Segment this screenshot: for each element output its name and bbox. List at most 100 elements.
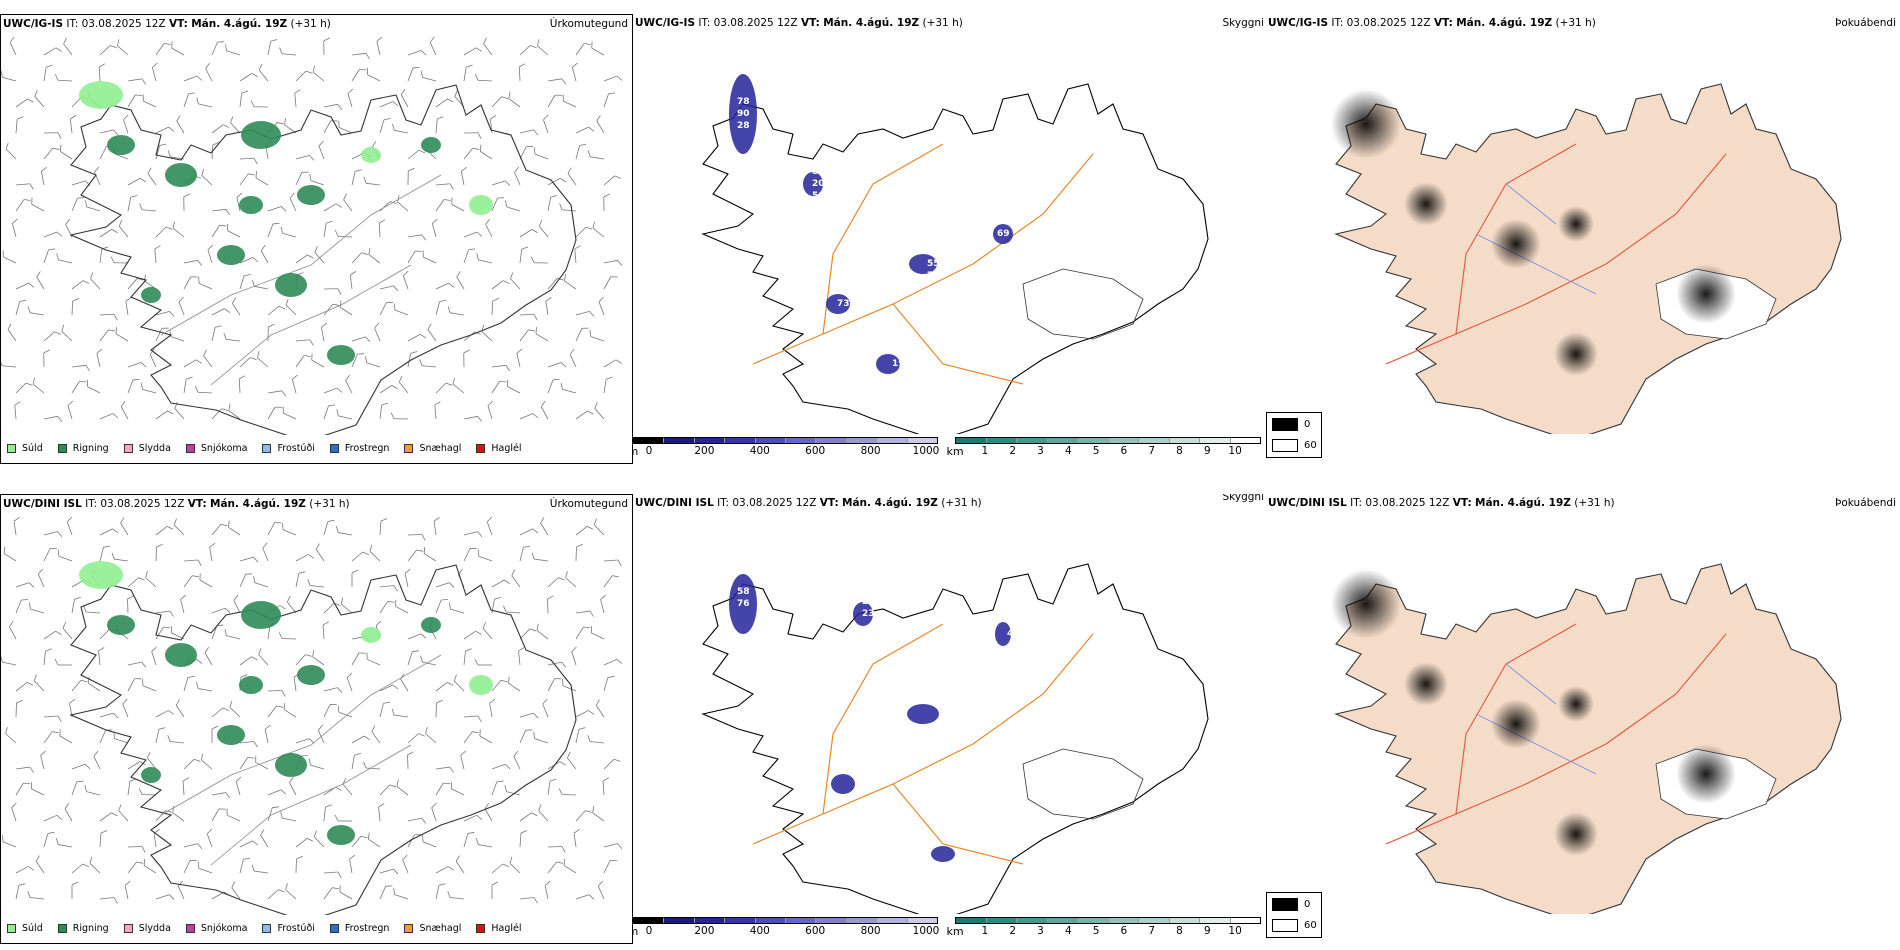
wind-barb xyxy=(267,889,285,900)
colorbar-tick-label: 1 xyxy=(981,925,989,937)
wind-barb xyxy=(505,200,521,212)
wind-barb xyxy=(147,751,157,770)
wind-barb xyxy=(155,710,175,718)
cloud-base-label: 23 xyxy=(862,609,875,619)
wind-barb xyxy=(63,37,73,56)
colorbar-tick-label: 200 xyxy=(694,445,715,457)
legend-item: Súld xyxy=(7,923,43,934)
wind-barb xyxy=(407,66,420,82)
wind-barb xyxy=(171,41,185,56)
wind-barb xyxy=(425,727,437,744)
wind-barb xyxy=(195,682,213,692)
wind-barb xyxy=(43,415,63,422)
wind-barb xyxy=(420,70,437,82)
wind-barb xyxy=(40,750,46,770)
wind-barb xyxy=(127,195,138,212)
wind-barb xyxy=(491,280,510,290)
wind-barb xyxy=(138,788,157,796)
wind-barb xyxy=(66,516,73,536)
wind-barb xyxy=(99,712,119,719)
cloud-base-label: 19 xyxy=(892,359,905,369)
wind-barb xyxy=(127,278,144,290)
colorbar-bin xyxy=(694,918,726,923)
colorbar-bin xyxy=(846,438,878,443)
wind-barb xyxy=(379,385,398,394)
wind-barb xyxy=(346,672,353,692)
wind-barb xyxy=(285,298,297,316)
wind-barb xyxy=(349,271,357,290)
wind-barb xyxy=(571,62,578,82)
wind-barb xyxy=(194,385,213,394)
wind-barb xyxy=(603,276,618,290)
wind-barb xyxy=(379,402,389,420)
wind-barb xyxy=(183,75,203,82)
wind-barb xyxy=(447,306,465,316)
colorbar-bin xyxy=(1200,918,1231,923)
wind-barb xyxy=(540,400,549,420)
wind-barb xyxy=(508,91,521,108)
wind-barb xyxy=(71,280,90,290)
wind-barb xyxy=(393,303,409,316)
wind-barb xyxy=(43,349,50,368)
wind-barb xyxy=(513,750,521,770)
precip-cell xyxy=(217,725,245,745)
wind-barb xyxy=(455,855,465,874)
colorbar-bin xyxy=(846,918,878,923)
wind-barb xyxy=(347,88,354,108)
wind-barb xyxy=(223,332,241,342)
wind-barb xyxy=(313,830,325,848)
wind-barb xyxy=(603,259,623,266)
legend-swatch xyxy=(7,924,16,933)
colorbar-bin xyxy=(1078,918,1109,923)
colorbar-ticks: km 1 2 3 4 5 6 7 8 9 10 xyxy=(946,444,1261,458)
wind-barb xyxy=(351,752,361,770)
cloud-base-label: 55 xyxy=(842,767,855,777)
legend-item: Rigning xyxy=(57,443,109,454)
legend-label: Slydda xyxy=(138,443,171,454)
wind-barb xyxy=(434,401,441,420)
fog-cell xyxy=(1404,182,1448,226)
wind-barb xyxy=(491,763,511,770)
wind-barb xyxy=(594,402,605,420)
precip-cell xyxy=(141,767,161,783)
wind-barb xyxy=(538,804,549,822)
wind-barb xyxy=(573,829,580,848)
wind-barb xyxy=(371,725,381,744)
wind-barb xyxy=(35,855,45,874)
wind-barb xyxy=(598,296,605,316)
wind-barb xyxy=(295,838,314,848)
wind-barb xyxy=(14,401,21,420)
wind-barb xyxy=(323,519,335,536)
wind-barb xyxy=(7,323,17,342)
wind-barb xyxy=(531,552,549,562)
wind-barb xyxy=(71,863,90,874)
wind-barb xyxy=(463,147,480,160)
cloud-base-label: 58 xyxy=(737,587,750,597)
precip-cell xyxy=(297,665,325,685)
wind-barb xyxy=(124,880,131,900)
cloud-base-panel-top: UWC/IG-IS IT: 03.08.2025 12Z VT: Mán. 4.… xyxy=(633,14,1266,464)
wind-barb xyxy=(207,244,214,264)
panel-title: UWC/IG-IS IT: 03.08.2025 12Z VT: Mán. 4.… xyxy=(1268,17,1596,29)
wind-barb xyxy=(155,410,174,420)
wind-barb xyxy=(209,542,216,562)
wind-barb xyxy=(285,883,297,900)
wind-barb xyxy=(435,199,451,212)
wind-barb xyxy=(123,114,129,134)
wind-barb xyxy=(533,147,549,160)
colorbar-bin xyxy=(1200,438,1231,443)
field-name: Úrkomutegund xyxy=(549,18,628,30)
wind-barb xyxy=(491,679,508,692)
colorbar-strip xyxy=(955,917,1261,924)
colorbar-bin xyxy=(1169,918,1200,923)
precip-cell xyxy=(241,601,281,629)
wind-barb xyxy=(28,602,45,614)
legend-swatch xyxy=(476,924,486,933)
cloud-base-map: 78 80 38 37 74 52 90 20 55 69 73 19 28 56 77 xyxy=(701,74,1209,434)
wind-barb xyxy=(597,880,605,900)
wind-barb xyxy=(351,52,370,60)
wind-barb xyxy=(59,144,73,160)
wind-barb xyxy=(59,729,73,744)
precip-cell xyxy=(275,273,307,297)
wind-barb xyxy=(367,832,381,848)
